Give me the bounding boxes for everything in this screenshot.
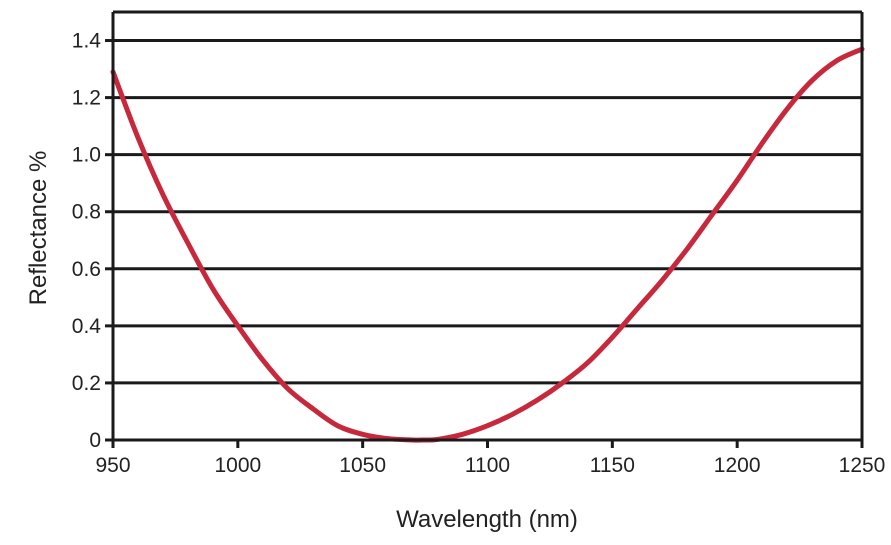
x-tick-label: 1000 [214, 454, 261, 477]
plot-background [113, 12, 862, 440]
y-tick-label: 0.2 [72, 372, 101, 395]
y-tick-label: 0 [89, 429, 101, 452]
y-tick-label: 1.2 [72, 87, 101, 110]
x-tick-label: 1200 [714, 454, 761, 477]
x-tick-label: 1150 [590, 454, 635, 477]
series-layer [110, 46, 865, 443]
plot-area [113, 12, 862, 440]
x-tick-label: 1050 [339, 454, 386, 477]
x-axis: 950 1000 1050 1100 1150 1200 1250 [95, 440, 885, 477]
x-axis-title: Wavelength (nm) [396, 506, 578, 533]
x-tick-label: 950 [95, 454, 130, 477]
y-tick-label: 1.4 [72, 30, 102, 53]
y-tick-label: 0.8 [72, 201, 101, 224]
y-axis: 0 0.2 0.4 0.6 0.8 1.0 1.2 1.4 [72, 30, 113, 452]
y-axis-title: Reflectance % [25, 151, 52, 306]
x-tick-label: 1100 [465, 454, 510, 477]
reflectance-curve [110, 46, 865, 443]
y-tick-label: 1.0 [72, 144, 101, 167]
y-tick-label: 0.6 [72, 258, 101, 281]
y-tick-label: 0.4 [72, 315, 102, 338]
x-tick-label: 1250 [839, 454, 886, 477]
